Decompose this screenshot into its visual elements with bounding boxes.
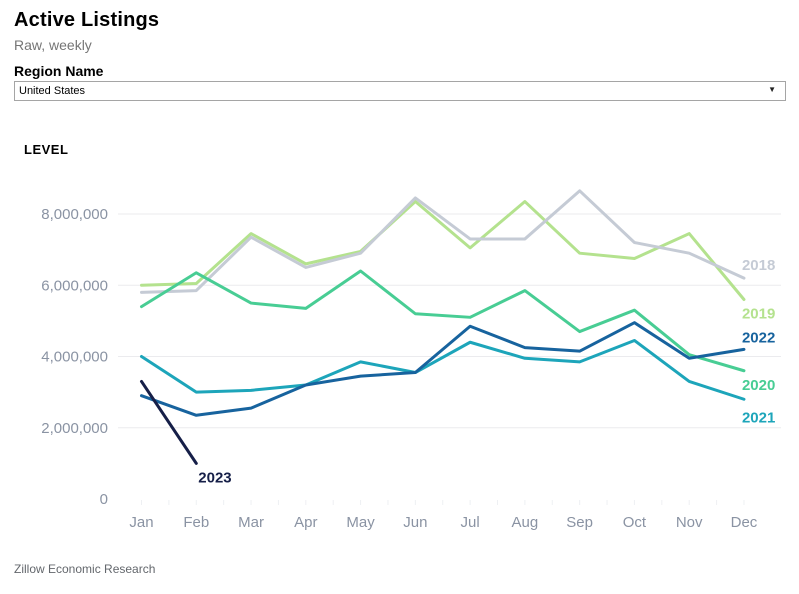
line-chart: 0 2,000,000 4,000,000 6,000,000 8,000,000 Jan… xyxy=(41,189,781,531)
x-tick-label: Jan xyxy=(129,514,153,531)
series-label-2020: 2020 xyxy=(742,377,775,394)
series-label-2022: 2022 xyxy=(742,329,775,346)
series-label-2021: 2021 xyxy=(742,409,775,426)
page-subtitle: Raw, weekly xyxy=(14,37,92,53)
line-2018 xyxy=(140,189,746,294)
x-tick-label: Aug xyxy=(512,514,539,531)
series-label-2023: 2023 xyxy=(198,469,231,486)
x-tick-label: Jul xyxy=(461,514,480,531)
region-name-label: Region Name xyxy=(14,63,104,79)
y-tick-label: 6,000,000 xyxy=(41,277,108,294)
region-select[interactable]: United States xyxy=(14,81,786,101)
x-tick-label: Mar xyxy=(238,514,264,531)
line-2019 xyxy=(140,200,746,301)
y-tick-label: 2,000,000 xyxy=(41,420,108,437)
footer-credit: Zillow Economic Research xyxy=(14,562,156,576)
x-tick-label: Oct xyxy=(623,514,647,531)
y-tick-label: 8,000,000 xyxy=(41,206,108,223)
region-select-wrap: United States ▼ xyxy=(14,81,786,101)
y-tick-label: 4,000,000 xyxy=(41,349,108,366)
x-tick-label: Sep xyxy=(566,514,593,531)
line-2020 xyxy=(140,269,746,373)
y-axis-title: LEVEL xyxy=(24,142,69,157)
y-tick-label: 0 xyxy=(100,491,108,508)
x-tick-label: Jun xyxy=(403,514,427,531)
x-tick-label: May xyxy=(346,514,375,531)
x-tick-label: Feb xyxy=(183,514,209,531)
line-2022 xyxy=(140,321,746,417)
x-tick-label: Apr xyxy=(294,514,317,531)
line-2023 xyxy=(140,379,198,465)
line-2021 xyxy=(140,338,746,401)
x-tick-label: Nov xyxy=(676,514,703,531)
x-tick-label: Dec xyxy=(731,514,758,531)
page-title: Active Listings xyxy=(14,9,160,31)
series-label-2018: 2018 xyxy=(742,257,775,274)
series-label-2019: 2019 xyxy=(742,306,775,323)
